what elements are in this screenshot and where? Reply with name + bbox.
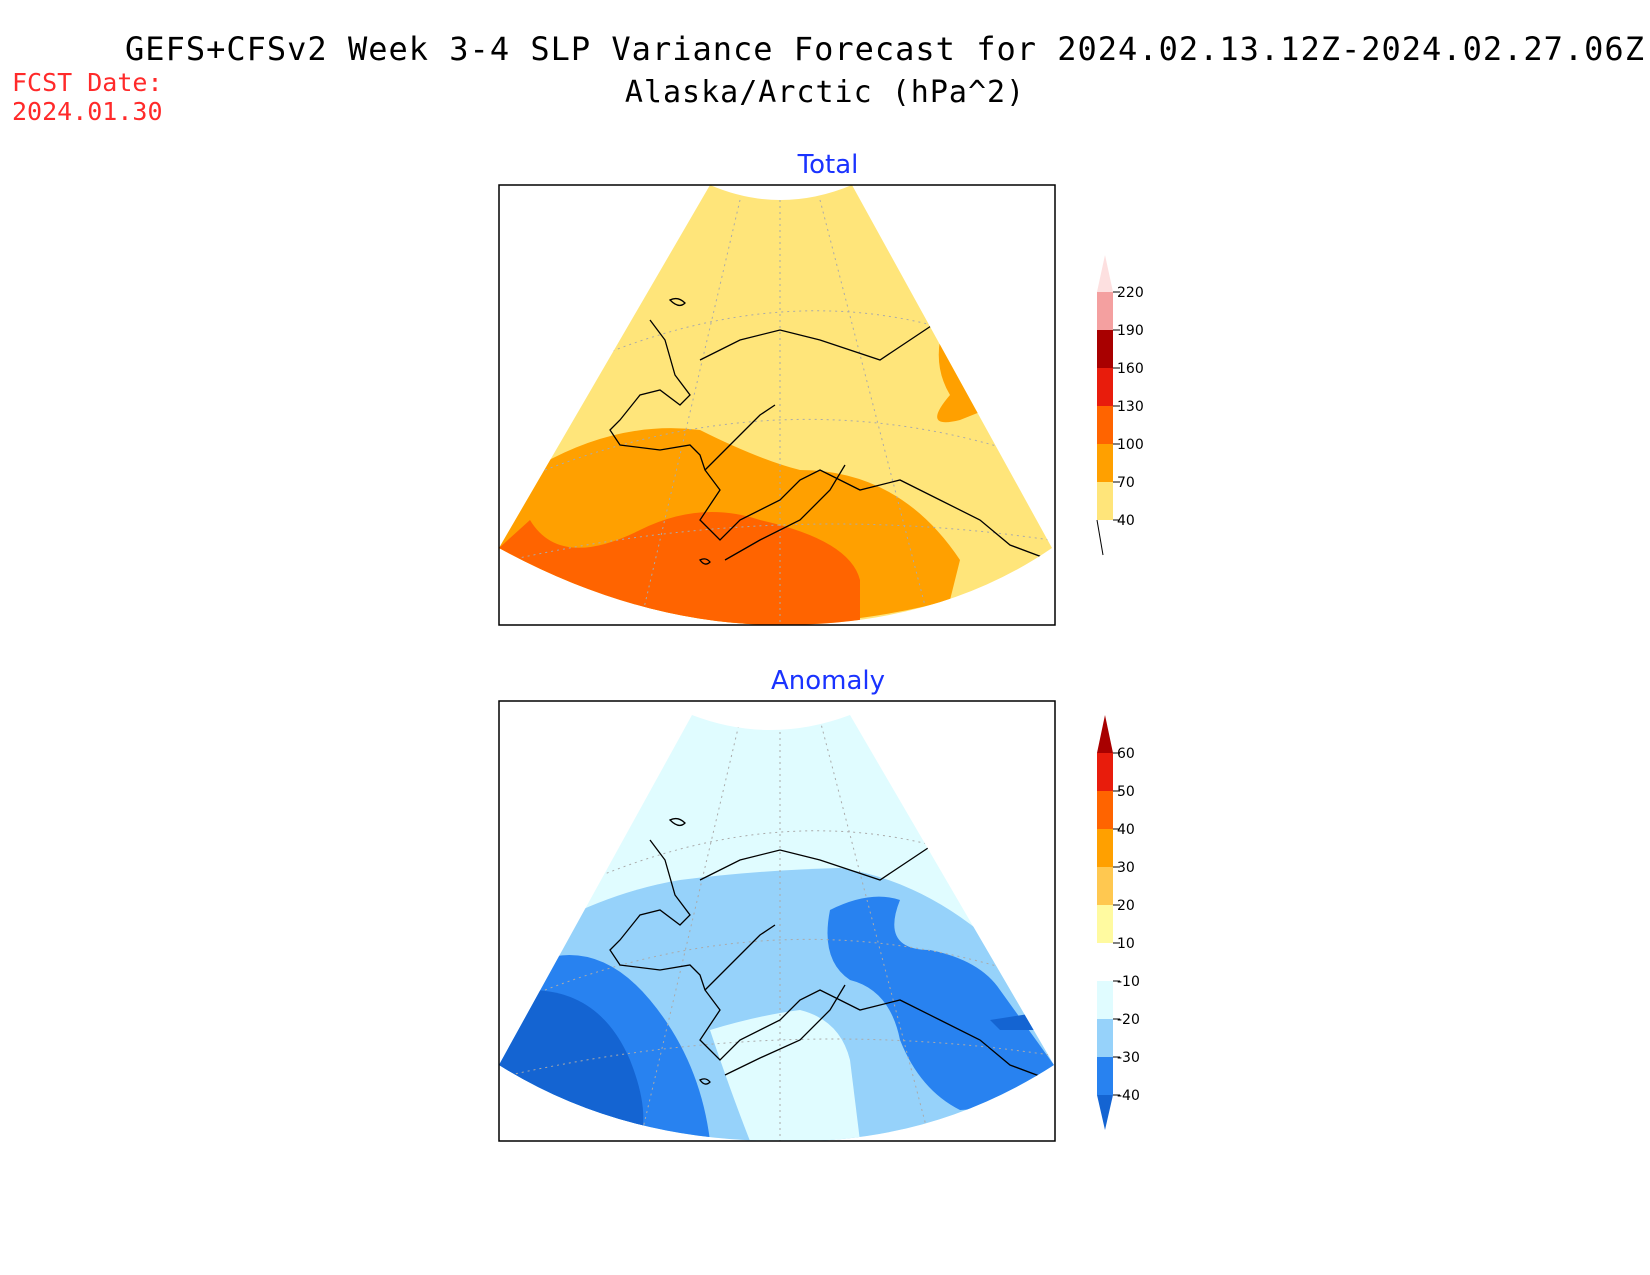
- anomaly-colorbar-label: -40: [1117, 1088, 1140, 1104]
- anomaly-colorbar-label: 20: [1117, 898, 1135, 914]
- anomaly-colorbar-label: -30: [1117, 1050, 1140, 1066]
- total-graticule: [509, 199, 1051, 625]
- total-colorbar-swatch-130: [1097, 368, 1113, 406]
- anomaly-panel-title: Anomaly: [770, 666, 886, 696]
- total-colorbar-swatch-190: [1097, 292, 1113, 330]
- anomaly-colorbar-cap-top: [1097, 715, 1113, 753]
- anomaly-colorbar-label: -10: [1117, 974, 1140, 990]
- anomaly-colorbar-swatch: [1097, 905, 1113, 943]
- total-colorbar-label: 220: [1117, 285, 1144, 301]
- anomaly-colorbar-label: 50: [1117, 784, 1135, 800]
- total-panel-frame: [498, 184, 1056, 626]
- anomaly-colorbar-swatch: [1097, 943, 1113, 981]
- total-colorbar-label: 100: [1117, 437, 1144, 453]
- fcst-label: FCST Date:: [12, 68, 163, 97]
- anomaly-colorbar-label: 60: [1117, 746, 1135, 762]
- total-colorbar-label: 130: [1117, 399, 1144, 415]
- anomaly-colorbar: 60 50 40 30 20 10 -10 -20 -30 -40: [1097, 715, 1140, 1130]
- anomaly-field: [499, 715, 1054, 1141]
- anomaly-panel-frame: [498, 700, 1056, 1142]
- anomaly-colorbar-swatch: [1097, 867, 1113, 905]
- anomaly-colorbar-label: -20: [1117, 1012, 1140, 1028]
- anomaly-colorbar-swatch: [1097, 753, 1113, 791]
- page-title: GEFS+CFSv2 Week 3-4 SLP Variance Forecas…: [125, 30, 1645, 68]
- anomaly-colorbar-label: 40: [1117, 822, 1135, 838]
- total-colorbar-swatch-160: [1097, 330, 1113, 368]
- total-colorbar-label: 160: [1117, 361, 1144, 377]
- page-subtitle: Alaska/Arctic (hPa^2): [624, 75, 1026, 110]
- total-colorbar-label: 40: [1117, 513, 1135, 529]
- anomaly-colorbar-swatch: [1097, 829, 1113, 867]
- total-variance-field: [499, 185, 1052, 625]
- anomaly-colorbar-swatch: [1097, 1019, 1113, 1057]
- total-colorbar-swatch-70: [1097, 444, 1113, 482]
- total-colorbar-swatch-100: [1097, 406, 1113, 444]
- anomaly-colorbar-cap-bottom: [1097, 1095, 1113, 1130]
- anomaly-colorbar-swatch: [1097, 791, 1113, 829]
- anomaly-graticule: [509, 719, 1051, 1142]
- total-colorbar-label: 190: [1117, 323, 1144, 339]
- anomaly-colorbar-swatch: [1097, 981, 1113, 1019]
- total-panel-title: Total: [797, 150, 859, 180]
- anomaly-colorbar-swatch: [1097, 1057, 1113, 1095]
- anomaly-colorbar-label: 10: [1117, 936, 1135, 952]
- anomaly-coastline: [609, 817, 1051, 1085]
- total-colorbar-cap-220: [1097, 255, 1113, 292]
- fcst-date: 2024.01.30: [12, 97, 163, 126]
- total-coastline: [609, 297, 1051, 565]
- total-colorbar-label: 70: [1117, 475, 1135, 491]
- total-colorbar-swatch-40: [1097, 482, 1113, 520]
- total-colorbar: 40 70 100 130 160 190 220: [1096, 255, 1144, 556]
- anomaly-colorbar-label: 30: [1117, 860, 1135, 876]
